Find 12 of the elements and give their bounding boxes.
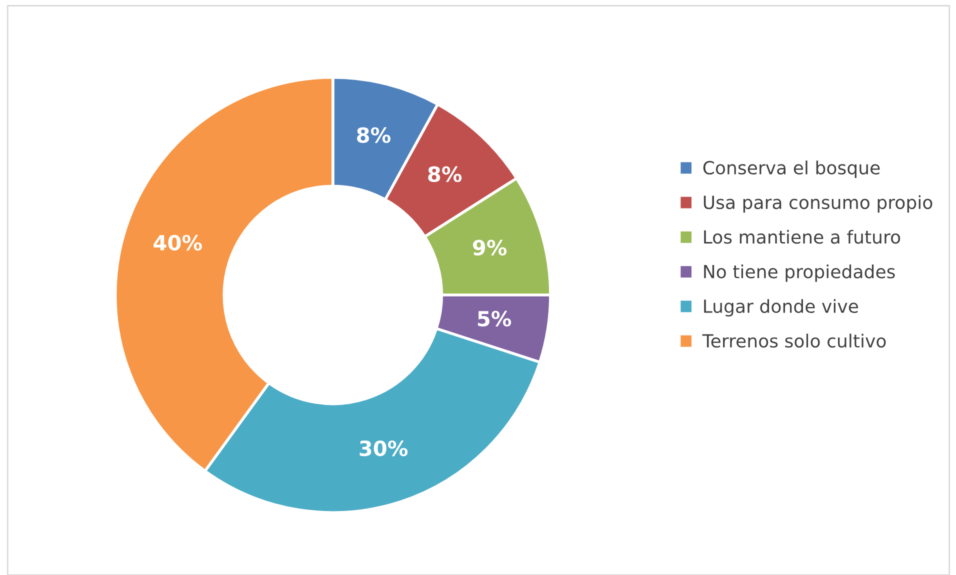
legend-label: Conserva el bosque bbox=[703, 160, 880, 178]
legend-label: Los mantiene a futuro bbox=[704, 230, 900, 244]
legend-label: No tiene propiedades bbox=[704, 264, 895, 282]
legend-label: Usa para consumo propio bbox=[704, 195, 932, 213]
legend-label: Terrenos solo cultivo bbox=[702, 334, 886, 348]
data-label: 5% bbox=[478, 310, 512, 327]
data-label: 8% bbox=[428, 166, 462, 182]
data-label: 9% bbox=[472, 240, 507, 256]
data-label: 40% bbox=[154, 234, 202, 251]
data-label: 30% bbox=[360, 440, 408, 456]
data-label: 8% bbox=[357, 127, 390, 143]
legend-label: Lugar donde vive bbox=[704, 299, 858, 317]
